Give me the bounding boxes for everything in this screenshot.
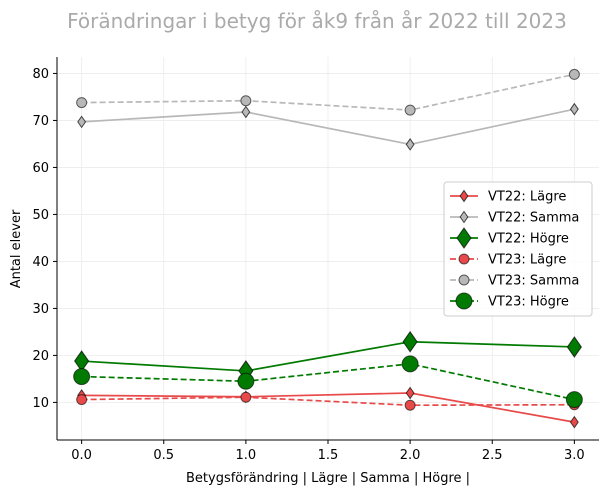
data-point: [405, 138, 415, 151]
legend-marker: [459, 210, 469, 224]
data-point: [568, 68, 580, 80]
series-line: [81, 392, 575, 423]
y-tick-label: 50: [32, 208, 49, 223]
data-point: [241, 105, 251, 119]
series-line: [81, 340, 575, 372]
series-vt23-högre: [73, 355, 583, 409]
series-line: [81, 108, 575, 146]
data-point: [566, 336, 582, 358]
legend-label: VT23: Högre: [488, 295, 569, 310]
data-point: [240, 391, 252, 403]
series-vt23-samma: [76, 68, 580, 116]
data-point: [74, 350, 90, 372]
legend-item: VT23: Samma: [450, 274, 579, 289]
x-tick-label: 1.5: [318, 448, 339, 463]
data-point: [76, 394, 88, 406]
data-point: [237, 372, 255, 390]
data-point: [76, 97, 88, 109]
legend: VT22: Lägre VT22: Samma VT22: Högre VT23: L…: [443, 181, 593, 317]
legend-marker: [458, 274, 470, 286]
legend-item: VT23: Högre: [450, 292, 569, 310]
y-tick-label: 30: [32, 302, 49, 317]
legend-marker: [458, 253, 470, 265]
data-point: [402, 330, 418, 353]
series-vt22-högre: [74, 330, 582, 382]
y-tick-label: 70: [32, 114, 49, 129]
legend-marker: [456, 227, 472, 249]
data-point: [405, 386, 415, 400]
legend-box: [443, 181, 593, 317]
x-tick-label: 2.0: [400, 448, 421, 463]
legend-label: VT22: Lägre: [488, 190, 566, 205]
y-tick-label: 20: [32, 349, 49, 364]
legend-marker: [459, 189, 469, 203]
series-line: [81, 396, 575, 407]
y-tick-label: 60: [32, 161, 49, 176]
legend-item: VT22: Högre: [450, 227, 569, 249]
series-layer: [73, 68, 583, 429]
data-point: [77, 115, 87, 129]
data-point: [569, 415, 579, 429]
series-vt22-samma: [77, 102, 579, 151]
x-tick-label: 1.0: [236, 448, 257, 463]
axes: 0.0 0.5 1.0 1.5 2.0 2.5 3.0 10 20 30 40 50 60 70 80: [32, 57, 599, 463]
x-tick-label: 3.0: [564, 448, 585, 463]
series-line: [81, 73, 575, 111]
x-tick-label: 2.5: [482, 448, 503, 463]
x-tick-label: 0.5: [153, 448, 174, 463]
y-tick-label: 10: [32, 396, 49, 411]
y-axis-label: Antal elever: [9, 209, 24, 288]
legend-label: VT22: Samma: [488, 211, 579, 226]
data-point: [401, 355, 419, 373]
legend-marker: [455, 292, 473, 310]
legend-item: VT22: Lägre: [450, 190, 566, 205]
chart-title: Förändringar i betyg för åk9 från år 202…: [67, 9, 567, 33]
data-point: [565, 391, 583, 409]
legend-item: VT23: Lägre: [450, 253, 566, 268]
x-axis-label: Betygsförändring | Lägre | Samma | Högre…: [186, 471, 470, 486]
legend-label: VT23: Samma: [488, 274, 579, 289]
data-point: [404, 104, 416, 116]
y-tick-label: 40: [32, 255, 49, 270]
legend-label: VT22: Högre: [488, 232, 569, 247]
y-tick-label: 80: [32, 67, 49, 82]
data-point: [240, 95, 252, 107]
x-tick-label: 0.0: [71, 448, 92, 463]
data-point: [73, 368, 91, 386]
legend-item: VT22: Samma: [450, 211, 579, 226]
data-point: [404, 399, 416, 411]
legend-label: VT23: Lägre: [488, 253, 566, 268]
data-point: [569, 102, 579, 116]
series-line: [81, 363, 575, 401]
